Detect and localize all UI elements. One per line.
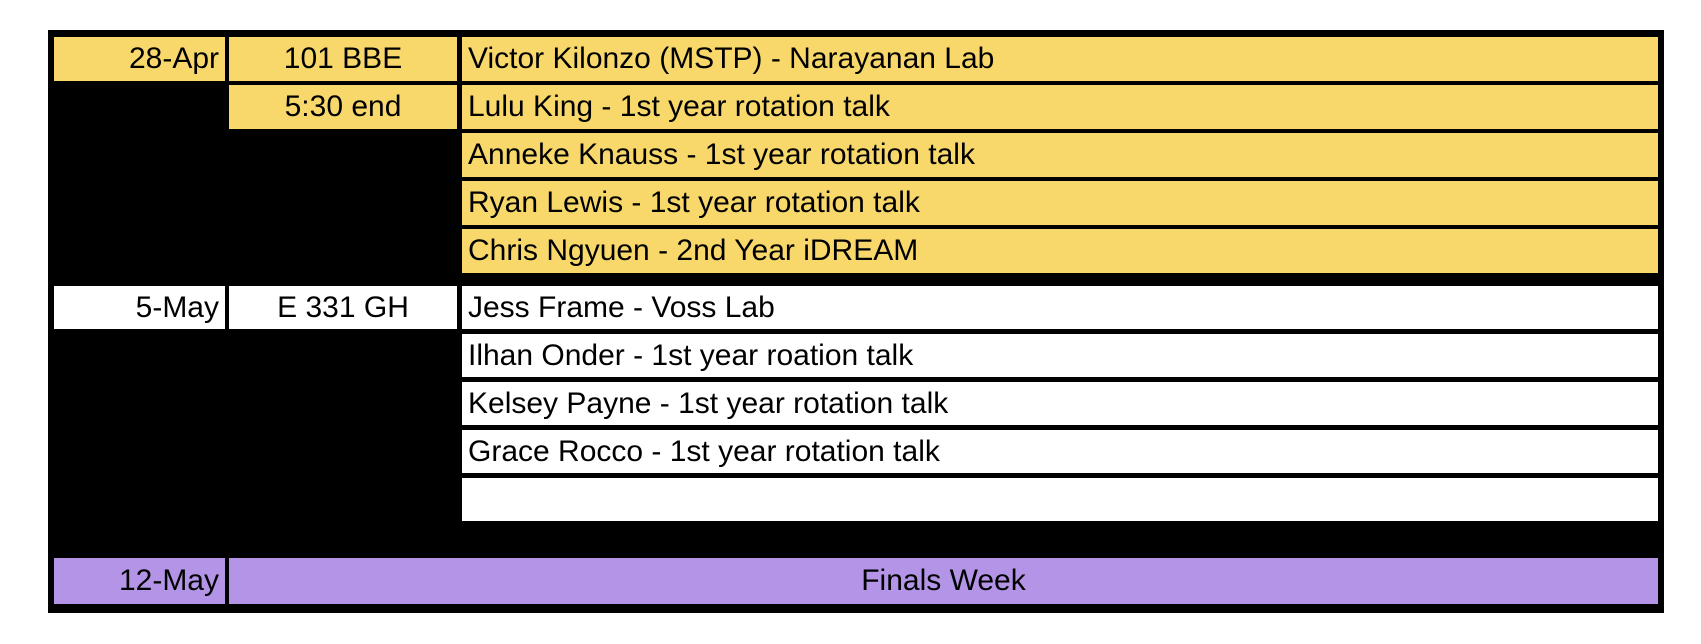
talk-row: Ilhan Onder - 1st year roation talk bbox=[462, 334, 1658, 377]
schedule-table: 28-Apr 101 BBE 5:30 end Victor Kilonzo (… bbox=[48, 30, 1664, 613]
talk-row: Anneke Knauss - 1st year rotation talk bbox=[462, 133, 1658, 177]
date-cell-week3: 12-May bbox=[54, 558, 225, 604]
talk-row: Jess Frame - Voss Lab bbox=[462, 286, 1658, 329]
date-cell-week2: 5-May bbox=[54, 286, 225, 329]
talk-row: Lulu King - 1st year rotation talk bbox=[462, 85, 1658, 129]
talk-row: Ryan Lewis - 1st year rotation talk bbox=[462, 181, 1658, 225]
date-cell-week1: 28-Apr bbox=[54, 37, 225, 81]
room-cell-week2: E 331 GH bbox=[229, 286, 457, 329]
end-time-note: 5:30 end bbox=[229, 85, 457, 129]
talk-row: Chris Ngyuen - 2nd Year iDREAM bbox=[462, 229, 1658, 273]
finals-week-banner: Finals Week bbox=[229, 558, 1658, 604]
talk-row-empty bbox=[462, 478, 1658, 521]
talk-row: Grace Rocco - 1st year rotation talk bbox=[462, 430, 1658, 473]
talk-row: Victor Kilonzo (MSTP) - Narayanan Lab bbox=[462, 37, 1658, 81]
room-cell-week1: 101 BBE bbox=[229, 37, 457, 81]
talk-row: Kelsey Payne - 1st year rotation talk bbox=[462, 382, 1658, 425]
